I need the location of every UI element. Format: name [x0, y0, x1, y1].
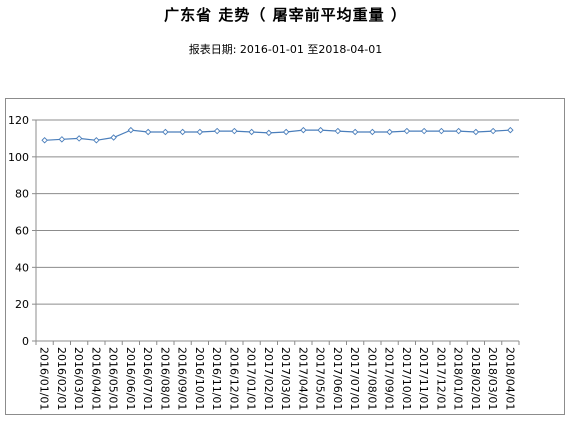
chart-frame [5, 98, 565, 415]
data-point [369, 128, 376, 136]
x-tick-label: 2017/12/01 [434, 347, 447, 410]
data-point [472, 128, 480, 136]
x-tick-label: 2017/11/01 [417, 347, 430, 410]
data-point [93, 137, 100, 144]
x-tick-label: 2016/05/01 [107, 347, 120, 410]
x-tick-label: 2016/03/01 [72, 347, 85, 410]
data-point [317, 126, 324, 134]
data-point [41, 137, 48, 144]
x-tick-label: 2018/04/01 [503, 347, 516, 410]
x-tick-label: 2016/12/01 [227, 347, 240, 410]
x-tick-label: 2017/02/01 [262, 347, 275, 410]
data-point [213, 127, 221, 135]
x-tick-label: 2016/06/01 [124, 347, 137, 410]
y-tick-label: 60 [15, 225, 29, 238]
y-tick-label: 0 [22, 335, 29, 348]
data-point [351, 128, 359, 136]
data-point [489, 127, 497, 135]
y-axis: 0 20 40 60 80 100 120 [8, 114, 37, 348]
data-point [179, 128, 186, 136]
data-point [196, 128, 204, 136]
x-tick-label: 2017/10/01 [400, 347, 413, 410]
y-tick-label: 20 [15, 298, 29, 311]
data-point [455, 127, 462, 135]
x-tick-label: 2018/03/01 [486, 347, 499, 410]
x-tick-label: 2016/01/01 [38, 347, 51, 410]
x-tick-label: 2017/07/01 [348, 347, 361, 410]
data-point [507, 126, 514, 134]
data-point [127, 126, 135, 134]
x-tick-label: 2018/02/01 [469, 347, 482, 410]
y-tick-label: 40 [15, 261, 29, 274]
x-tick-label: 2017/05/01 [314, 347, 327, 410]
data-point [282, 128, 290, 136]
data-point [403, 127, 411, 135]
x-tick-label: 2016/08/01 [158, 347, 171, 410]
x-tick-label: 2016/11/01 [210, 347, 223, 410]
chart-title: 广东省 走势（ 屠宰前平均重量 ） [164, 6, 407, 24]
x-tick-label: 2017/08/01 [365, 347, 378, 410]
x-tick-label: 2016/07/01 [141, 347, 154, 410]
data-point [334, 127, 342, 135]
x-tick-label: 2016/09/01 [176, 347, 189, 410]
data-point [75, 135, 83, 142]
data-point [162, 128, 169, 136]
x-tick-label: 2017/03/01 [279, 347, 292, 410]
x-tick-label: 2017/01/01 [245, 347, 258, 410]
data-point [386, 128, 393, 136]
data-point [438, 127, 445, 135]
x-tick-label: 2017/06/01 [331, 347, 344, 410]
y-tick-label: 120 [8, 114, 29, 127]
data-point [231, 127, 238, 135]
data-point [110, 134, 117, 141]
y-tick-label: 80 [15, 188, 29, 201]
x-tick-label: 2018/01/01 [452, 347, 465, 410]
x-tick-label: 2017/09/01 [383, 347, 396, 410]
report-date-range: 报表日期: 2016-01-01 至2018-04-01 [188, 43, 383, 56]
x-tick-label: 2016/04/01 [89, 347, 102, 410]
x-axis: 2016/01/01 2016/02/01 2016/03/01 2016/04/01… [35, 340, 520, 410]
data-point [144, 128, 152, 136]
x-tick-label: 2017/04/01 [296, 347, 309, 410]
series-group [41, 126, 514, 144]
data-point [265, 129, 273, 137]
data-point [420, 127, 428, 135]
data-point [58, 136, 66, 143]
data-point [300, 126, 307, 134]
series-line [44, 129, 511, 141]
x-tick-label: 2016/10/01 [193, 347, 206, 410]
x-tick-label: 2016/02/01 [55, 347, 68, 410]
gridlines [36, 119, 519, 342]
y-tick-label: 100 [8, 151, 29, 164]
data-point [248, 128, 255, 136]
